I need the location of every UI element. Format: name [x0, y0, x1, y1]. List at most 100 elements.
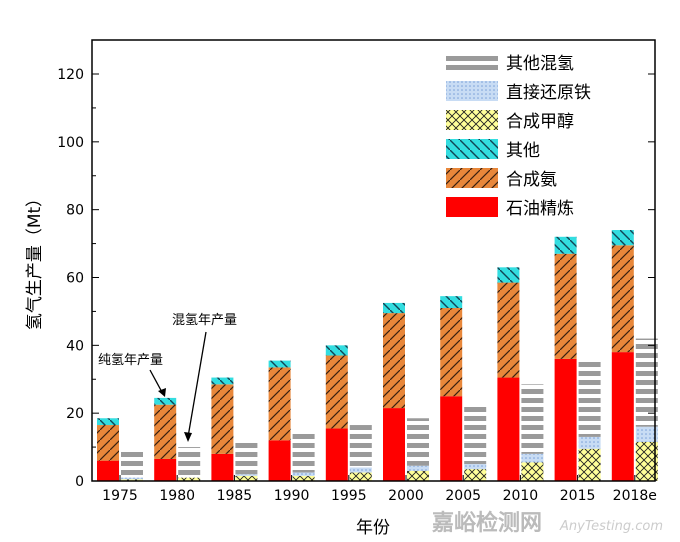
bar-segment	[635, 338, 658, 427]
bar-segment	[383, 313, 405, 409]
bar-segment	[349, 425, 372, 468]
watermark-main: 嘉峪检测网	[432, 510, 542, 536]
legend-label: 合成氨	[506, 170, 557, 190]
bar-segment	[521, 462, 544, 481]
bar-segment	[383, 302, 405, 314]
bar-segment	[121, 448, 143, 478]
y-tick-label: 40	[66, 338, 84, 354]
y-tick-label: 20	[66, 406, 84, 422]
legend-label: 其他混氢	[506, 54, 574, 74]
bar-segment	[497, 267, 520, 283]
arrowhead-icon	[158, 388, 166, 397]
legend-swatch	[446, 110, 498, 130]
bar-segment	[407, 418, 429, 466]
bar-segment	[611, 352, 634, 481]
x-tick-label: 1995	[331, 488, 367, 504]
x-axis-label: 年份	[356, 518, 390, 538]
bar-segment	[235, 440, 258, 475]
bar-segment	[383, 408, 405, 481]
y-axis-label: 氢气生产量（Mt）	[25, 190, 45, 330]
bar-segment	[154, 397, 177, 405]
bar-segment	[121, 479, 143, 481]
bar-segment	[268, 367, 291, 441]
x-tick-label: 2000	[388, 488, 424, 504]
bar-segment	[440, 296, 463, 309]
bar-segment	[521, 453, 544, 463]
bar-segment	[268, 360, 291, 368]
y-tick-label: 0	[75, 474, 84, 490]
bar-segment	[97, 418, 119, 426]
bar-segment	[211, 377, 234, 385]
bar-segment	[154, 458, 177, 481]
plot-frame	[91, 39, 656, 482]
x-tick-label: 2015	[560, 488, 596, 504]
bar-segment	[178, 477, 201, 481]
bar-segment	[349, 467, 372, 473]
bar-segment	[521, 384, 544, 454]
bar-segment	[407, 470, 429, 481]
bar-segment	[464, 464, 487, 470]
bar-segment	[578, 360, 601, 437]
y-tick-label: 120	[57, 67, 84, 83]
bar-segment	[554, 236, 577, 254]
bar-segment	[268, 440, 291, 481]
bar-segment	[211, 384, 234, 454]
bar-segment	[121, 477, 143, 480]
legend-swatch	[446, 52, 498, 72]
legend-swatch	[446, 197, 498, 217]
bar-segment	[464, 469, 487, 481]
legend-label: 直接还原铁	[506, 83, 591, 103]
bar-segment	[440, 308, 463, 397]
bar-segment	[407, 465, 429, 471]
x-tick-label: 1990	[274, 488, 310, 504]
legend-swatch	[446, 81, 498, 101]
annotation-pure-hydrogen: 纯氢年产量	[98, 353, 163, 368]
watermark-sub: AnyTesting.com	[559, 519, 663, 534]
bar-segment	[325, 355, 348, 429]
bar-segment	[325, 345, 348, 356]
bar-segment	[611, 245, 634, 353]
bar-segment	[497, 282, 520, 378]
bar-segment	[235, 475, 258, 481]
bar-segment	[325, 428, 348, 481]
y-tick-label: 80	[66, 203, 84, 219]
x-tick-label: 2018e	[613, 488, 657, 504]
x-tick-label: 2005	[445, 488, 481, 504]
bar-segment	[97, 425, 119, 461]
bar-segment	[292, 431, 315, 473]
legend-label: 其他	[506, 141, 540, 161]
x-tick-label: 2010	[503, 488, 539, 504]
bar-segment	[497, 377, 520, 481]
bar-segment	[464, 404, 487, 465]
annotation-mixed-hydrogen: 混氢年产量	[172, 313, 237, 328]
bar-segment	[578, 448, 601, 481]
x-tick-label: 1985	[217, 488, 253, 504]
bar-segment	[578, 436, 601, 449]
bar-segment	[635, 426, 658, 442]
bar-segment	[154, 404, 177, 459]
bar-segment	[292, 472, 315, 476]
legend-swatch	[446, 168, 498, 188]
bar-segment	[235, 474, 258, 476]
bar-segment	[349, 472, 372, 481]
bar-segment	[292, 475, 315, 481]
bar-segment	[211, 453, 234, 481]
y-tick-label: 100	[57, 135, 84, 151]
y-tick-label: 60	[66, 271, 84, 287]
legend-swatch	[446, 139, 498, 159]
x-tick-label: 1975	[102, 488, 138, 504]
x-tick-label: 1980	[159, 488, 195, 504]
bar-segment	[97, 460, 119, 481]
bar-segment	[554, 358, 577, 481]
bar-segment	[635, 441, 658, 481]
bar-segment	[554, 253, 577, 359]
legend-label: 石油精炼	[506, 199, 574, 219]
bar-segment	[611, 230, 634, 246]
bar-segment	[440, 396, 463, 481]
annotation-arrow-mixed	[187, 331, 207, 438]
legend-label: 合成甲醇	[506, 112, 574, 132]
bar-segment	[178, 447, 201, 478]
arrowhead-icon	[184, 432, 192, 442]
